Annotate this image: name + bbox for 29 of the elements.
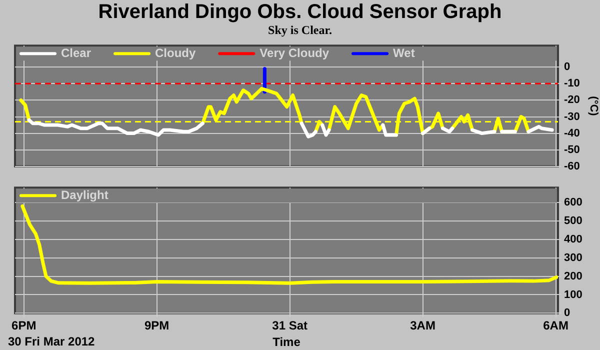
y-tick-label: 300 [564,252,582,264]
y-tick-label: 0 [564,61,570,74]
chart-title: Riverland Dingo Obs. Cloud Sensor Graph [97,1,503,24]
y-tick-label: 100 [564,288,582,301]
y-tick-label: -30 [564,110,580,123]
y-tick-label: -10 [564,78,580,90]
y-tick-label: -50 [564,144,580,156]
legend-label: Very Cloudy [260,46,330,60]
x-tick-label: 31 Sat [272,318,308,333]
legend-label: Cloudy [155,46,196,60]
y-tick-label: -40 [564,127,580,140]
text: 30 Fri Mar 2012 [8,334,96,348]
x-tick-label: 9PM [144,318,170,333]
y-axis-title: (°C) [587,96,600,116]
y-tick-label: 0 [564,307,570,320]
x-tick-label: 6PM [12,318,36,333]
legend-label: Daylight [61,188,108,202]
y-tick-label: 600 [564,196,582,208]
x-axis-title: Time [272,335,301,350]
y-tick-label: -20 [564,94,580,106]
legend-label: Clear [61,46,92,60]
y-tick-label: -60 [564,160,580,172]
y-tick-label: 400 [564,233,582,246]
x-tick-label: 3AM [410,318,436,333]
y-tick-label: 200 [564,270,582,282]
y-tick-label: 500 [564,214,582,227]
chart-subtitle: Sky is Clear. [267,23,333,38]
legend-label: Wet [393,46,415,60]
x-tick-label: 6AM [543,318,568,333]
